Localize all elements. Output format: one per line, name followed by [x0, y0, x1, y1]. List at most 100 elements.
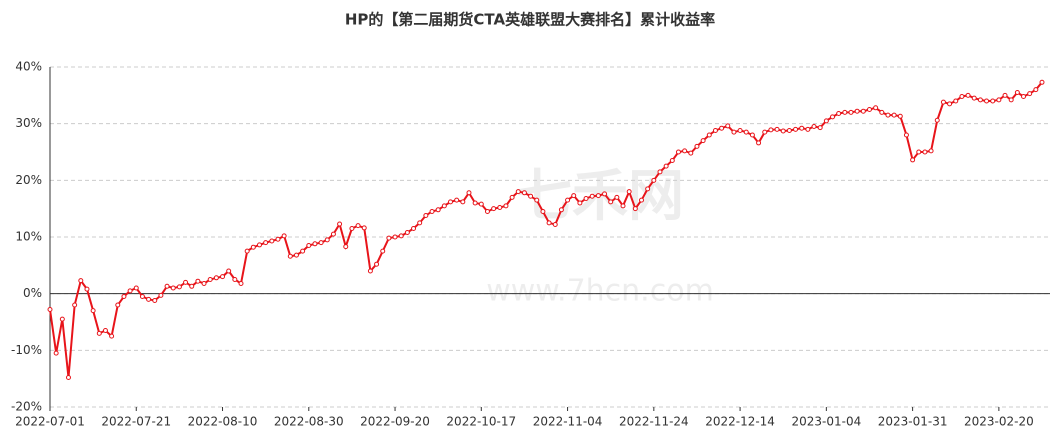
point	[429, 209, 435, 214]
point	[731, 129, 737, 135]
point	[528, 193, 534, 199]
y-tick-label: -10%	[11, 343, 42, 357]
point	[72, 302, 78, 308]
point	[164, 283, 170, 289]
point	[552, 222, 558, 228]
point	[1027, 91, 1033, 97]
point	[595, 193, 601, 199]
point	[940, 99, 946, 105]
point	[367, 268, 373, 274]
point	[201, 280, 207, 286]
point	[337, 221, 343, 227]
point	[441, 203, 447, 209]
point	[768, 127, 774, 133]
point	[805, 126, 811, 132]
point	[688, 150, 694, 156]
x-tick-label: 2022-11-04	[533, 415, 603, 429]
point	[102, 328, 108, 333]
y-tick-label: -20%	[11, 400, 42, 414]
point	[996, 97, 1002, 103]
point	[762, 129, 768, 135]
point	[275, 236, 281, 242]
point	[386, 235, 392, 241]
point	[645, 186, 651, 192]
point	[977, 97, 983, 103]
point	[626, 189, 632, 195]
point	[306, 243, 312, 248]
point	[472, 200, 478, 206]
point	[509, 194, 515, 200]
chart-title: HP的【第二届期货CTA英雄联盟大赛排名】累计收益率	[345, 11, 715, 29]
x-tick-label: 2023-01-04	[791, 415, 861, 429]
point	[503, 203, 509, 209]
point	[226, 268, 232, 274]
y-tick-label: 40%	[15, 60, 42, 74]
point	[743, 129, 749, 135]
point	[663, 163, 669, 169]
point	[719, 125, 725, 131]
point	[232, 277, 238, 282]
point	[183, 279, 189, 285]
point	[189, 283, 195, 289]
point	[639, 197, 645, 203]
point	[897, 113, 903, 119]
point	[953, 98, 959, 104]
y-tick-label: 20%	[15, 173, 42, 187]
point	[65, 375, 71, 381]
point	[287, 253, 293, 259]
point	[903, 132, 909, 138]
point	[947, 101, 953, 107]
point	[447, 199, 453, 205]
point	[534, 197, 540, 203]
point	[170, 285, 176, 291]
point	[669, 158, 675, 163]
point	[602, 191, 608, 197]
point	[651, 177, 657, 183]
point	[916, 149, 922, 155]
point	[848, 109, 854, 115]
point	[583, 195, 589, 201]
point	[1014, 90, 1020, 95]
point	[990, 98, 996, 104]
point	[984, 98, 990, 104]
point	[343, 244, 349, 250]
point	[934, 117, 940, 123]
point	[749, 132, 755, 138]
point	[109, 333, 115, 339]
point	[417, 220, 423, 226]
point	[965, 92, 971, 98]
point	[558, 207, 564, 213]
point	[47, 307, 53, 313]
point	[546, 220, 552, 226]
point	[361, 225, 367, 231]
point	[355, 223, 361, 229]
point	[879, 109, 885, 115]
point	[491, 206, 497, 212]
point	[521, 190, 527, 196]
point	[53, 350, 59, 356]
point	[281, 233, 287, 239]
point	[78, 278, 84, 284]
point	[589, 193, 595, 199]
y-tick-label: 30%	[15, 116, 42, 130]
point	[571, 193, 577, 199]
x-tick-label: 2022-07-21	[101, 415, 171, 429]
y-tick-label: 0%	[23, 286, 42, 300]
point	[404, 229, 410, 235]
y-tick-label: 10%	[15, 230, 42, 244]
point	[435, 207, 441, 213]
point	[793, 126, 799, 132]
point	[620, 203, 626, 209]
point	[515, 189, 521, 195]
point	[1021, 93, 1027, 99]
x-tick-label: 2023-01-31	[878, 415, 948, 429]
point	[256, 242, 262, 248]
point	[460, 199, 466, 205]
point	[959, 93, 965, 99]
point	[349, 226, 355, 231]
x-tick-label: 2023-02-20	[964, 415, 1034, 429]
point	[220, 274, 226, 280]
point	[374, 261, 380, 267]
point	[873, 105, 879, 111]
point	[614, 194, 620, 200]
